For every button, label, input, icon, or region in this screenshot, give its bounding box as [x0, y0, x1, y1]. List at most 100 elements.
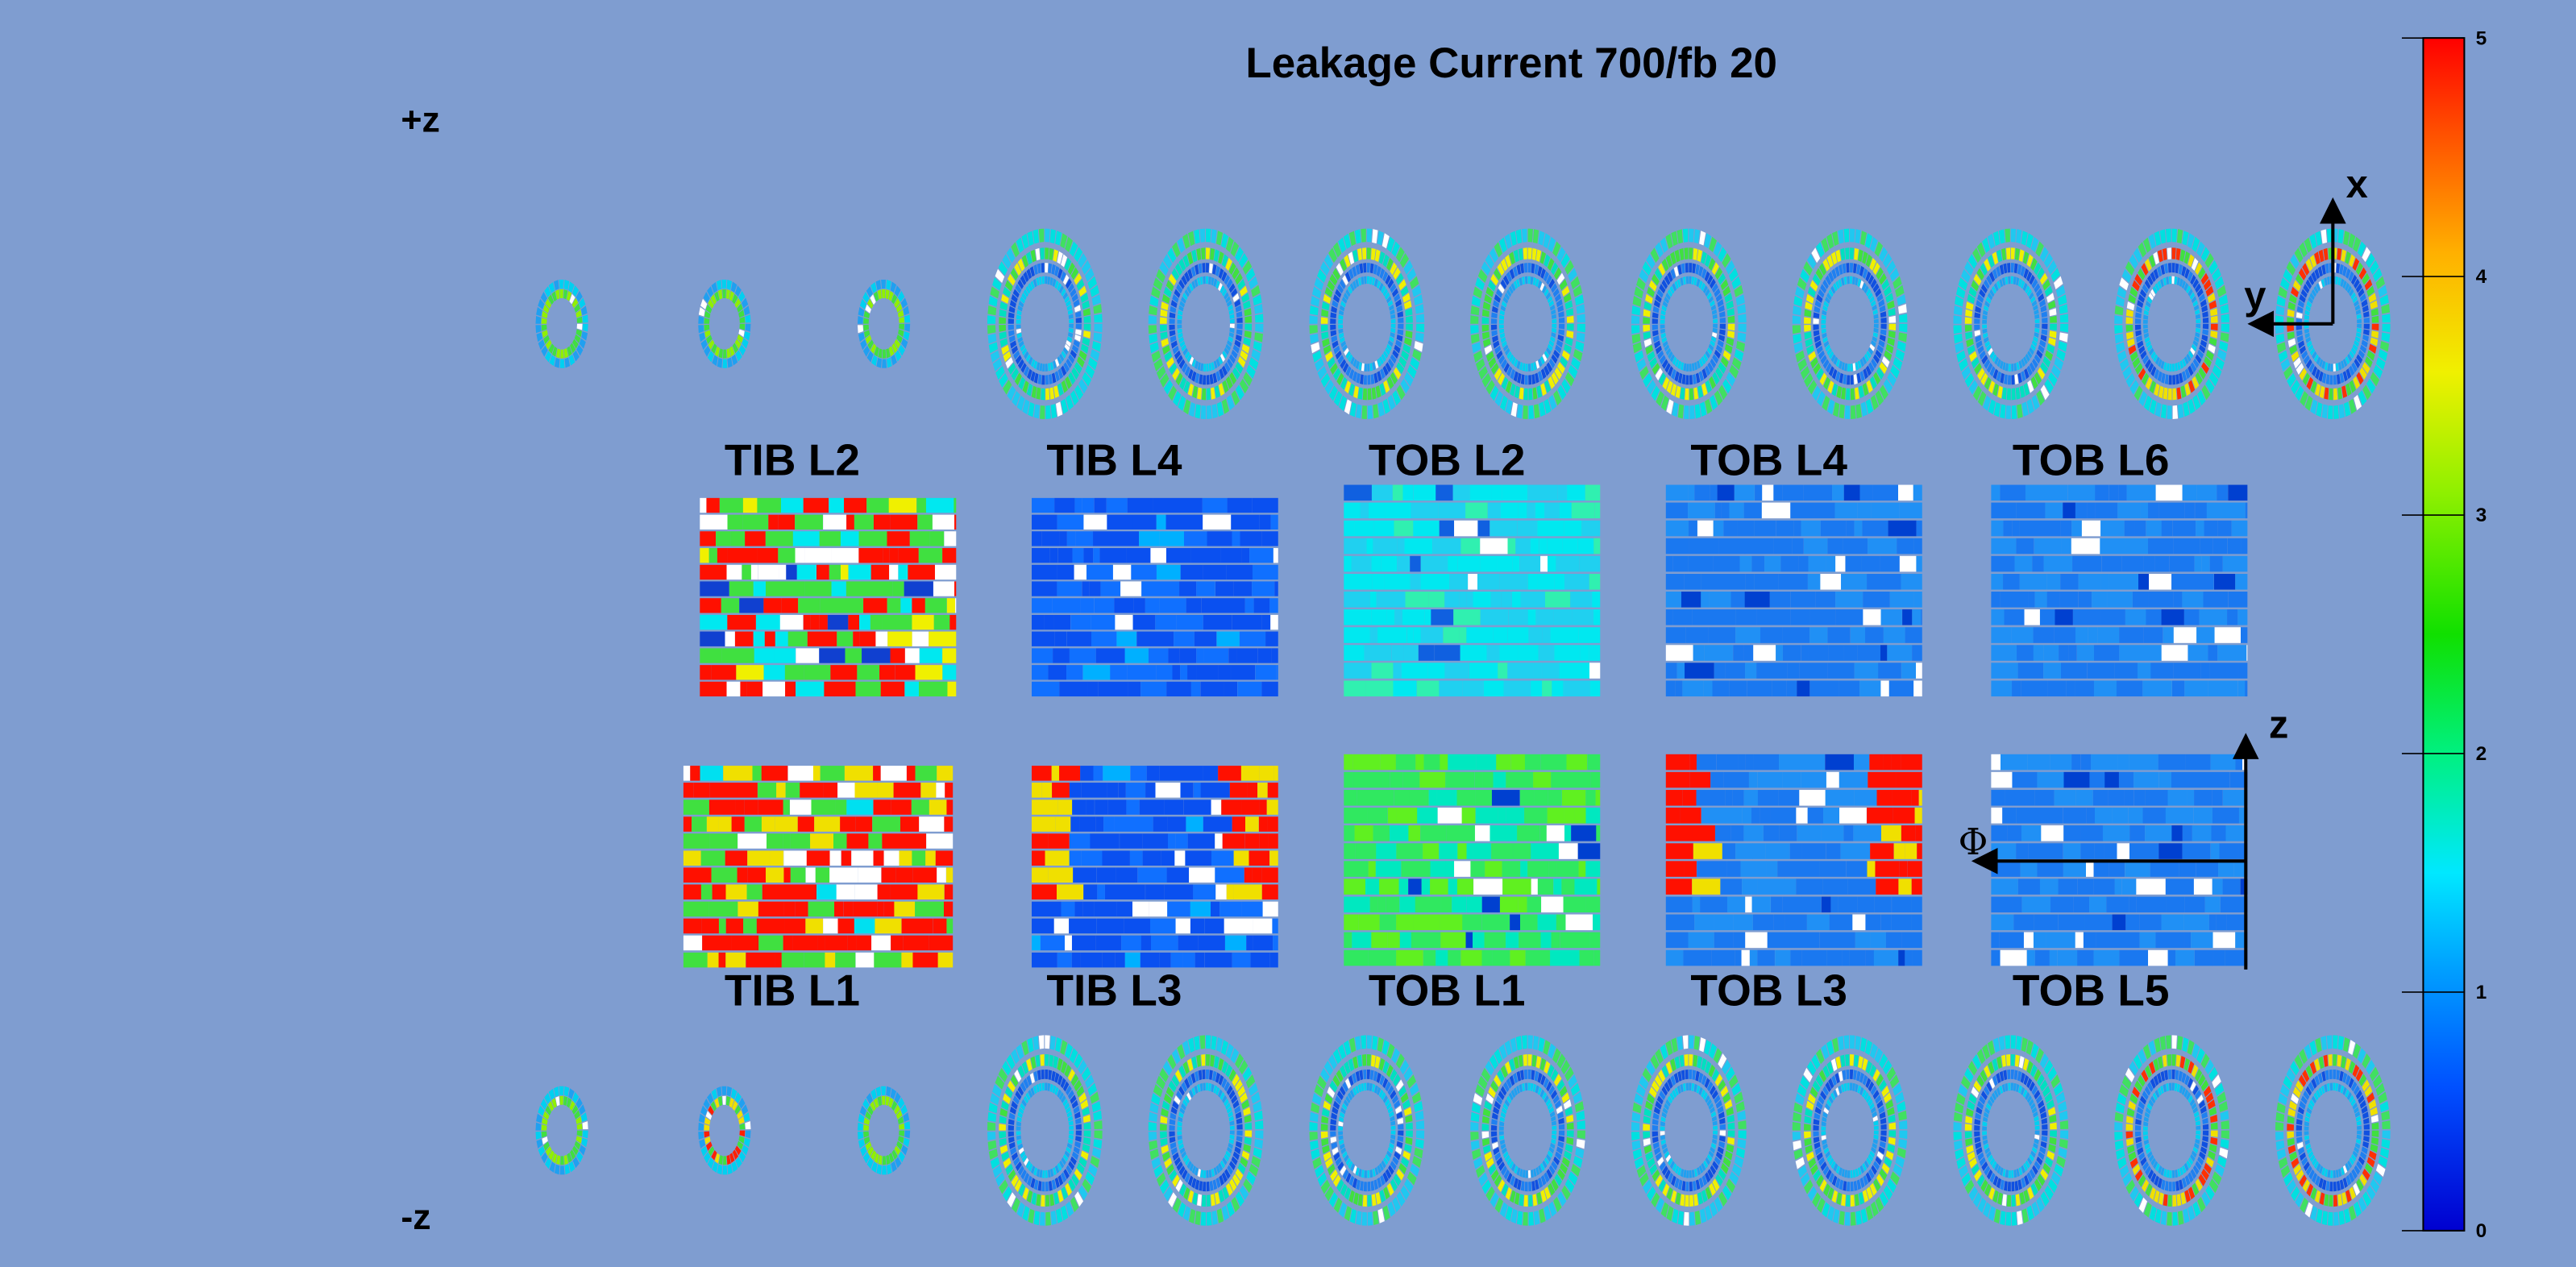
- ring-segment: [1067, 309, 1074, 315]
- ring-segment: [1873, 1178, 1881, 1192]
- ring-segment: [1406, 1171, 1417, 1186]
- ring-segment: [1028, 356, 1033, 365]
- ring-segment: [1812, 1080, 1821, 1093]
- ring-segment: [1002, 254, 1012, 269]
- strip-cell: [1159, 598, 1186, 613]
- ring-segment: [1390, 1090, 1397, 1100]
- ring-segment: [1016, 1202, 1025, 1218]
- ring-segment: [536, 1139, 543, 1149]
- ring-segment: [1660, 309, 1666, 316]
- ring-segment: [1852, 1169, 1856, 1178]
- ring-segment: [1661, 1143, 1668, 1150]
- ring-segment: [1159, 1067, 1169, 1082]
- ring-segment: [1698, 1177, 1704, 1189]
- ring-segment: [1211, 1211, 1218, 1225]
- ring-segment: [1737, 304, 1747, 314]
- ring-segment: [1575, 1147, 1585, 1159]
- ring-segment: [1067, 262, 1075, 276]
- ring-segment: [1006, 1053, 1016, 1070]
- ring-segment: [1029, 266, 1035, 277]
- ring-segment: [1672, 283, 1677, 292]
- ring-segment: [717, 1164, 723, 1175]
- ring-segment: [1225, 1182, 1233, 1196]
- ring-segment: [1470, 1111, 1480, 1122]
- ring-segment: [1200, 363, 1204, 372]
- ring-segment: [999, 1124, 1007, 1131]
- ring-segment: [1816, 293, 1823, 303]
- ring-segment: [2159, 1036, 2167, 1051]
- ring-segment: [1206, 388, 1211, 401]
- ring-segment: [1251, 349, 1261, 362]
- ring-segment: [1377, 1177, 1382, 1189]
- ring-segment: [1045, 1053, 1049, 1066]
- ring-segment: [1195, 404, 1201, 419]
- ring-segment: [1511, 1163, 1516, 1172]
- strip-cell: [1196, 581, 1215, 596]
- ring-segment: [1349, 1208, 1357, 1224]
- ring-segment: [1498, 1126, 1504, 1131]
- ring-segment: [552, 1153, 558, 1164]
- ring-segment: [2333, 1053, 2337, 1066]
- ring-segment: [2042, 323, 2048, 330]
- ring-segment: [1164, 351, 1173, 363]
- ring-segment: [1173, 390, 1182, 407]
- ring-segment: [2382, 1120, 2391, 1129]
- strip-cell: [1261, 531, 1278, 546]
- ring-segment: [1219, 368, 1224, 380]
- ring-segment: [1490, 1124, 1498, 1131]
- ring-segment: [1475, 358, 1485, 372]
- ring-segment: [1036, 387, 1041, 400]
- ring-segment: [1645, 1100, 1653, 1111]
- ring-segment: [1548, 1085, 1556, 1096]
- ring-segment: [1322, 338, 1330, 347]
- ring-segment: [1367, 363, 1370, 372]
- ring-segment: [1548, 1201, 1557, 1217]
- ring-segment: [1017, 305, 1023, 312]
- ring-segment: [1040, 247, 1045, 260]
- ring-segment: [1179, 340, 1186, 348]
- ring-segment: [1500, 258, 1508, 272]
- ring-segment: [862, 1098, 870, 1110]
- ring-segment: [1872, 283, 1880, 293]
- ring-segment: [1235, 272, 1243, 285]
- ring-segment: [1888, 330, 1896, 339]
- ring-segment: [1390, 314, 1396, 319]
- strip-cell: [846, 581, 870, 596]
- ring-segment: [1055, 1208, 1063, 1223]
- ring-segment: [1982, 1135, 1988, 1140]
- ring-segment: [1544, 1095, 1549, 1103]
- ring-segment: [1857, 278, 1862, 288]
- ring-segment: [1965, 309, 1973, 318]
- ring-segment: [1661, 279, 1668, 289]
- strip-cell: [1183, 531, 1207, 546]
- ring-segment: [1729, 1171, 1739, 1186]
- strip-cell: [870, 614, 883, 630]
- ring-segment: [1695, 372, 1701, 384]
- ring-segment: [1842, 263, 1847, 274]
- ring-segment: [2356, 327, 2362, 334]
- ring-segment: [1488, 280, 1496, 292]
- ring-segment: [1510, 368, 1515, 380]
- ring-segment: [858, 1139, 865, 1149]
- ring-segment: [2014, 1180, 2019, 1191]
- ring-segment: [1677, 404, 1685, 419]
- ring-segment: [2059, 1110, 2068, 1121]
- ring-segment: [1729, 268, 1739, 282]
- ring-segment: [1982, 328, 1988, 334]
- ring-segment: [900, 1104, 908, 1115]
- ring-segment: [1170, 300, 1178, 309]
- ring-segment: [1719, 317, 1726, 323]
- ring-maps: [535, 228, 2391, 1226]
- ring-segment: [1493, 1147, 1500, 1156]
- ring-segment: [1726, 372, 1736, 387]
- strip-cell: [1044, 614, 1054, 630]
- ring-segment: [1643, 1144, 1652, 1154]
- ring-segment: [1057, 251, 1063, 264]
- ring-segment: [698, 1113, 705, 1124]
- ring-segment: [2337, 247, 2342, 260]
- ring-segment: [1470, 325, 1479, 334]
- ring-segment: [1553, 267, 1562, 280]
- strip-cell: [1233, 581, 1253, 596]
- ring-segment: [859, 298, 866, 309]
- ring-segment: [1631, 1111, 1641, 1122]
